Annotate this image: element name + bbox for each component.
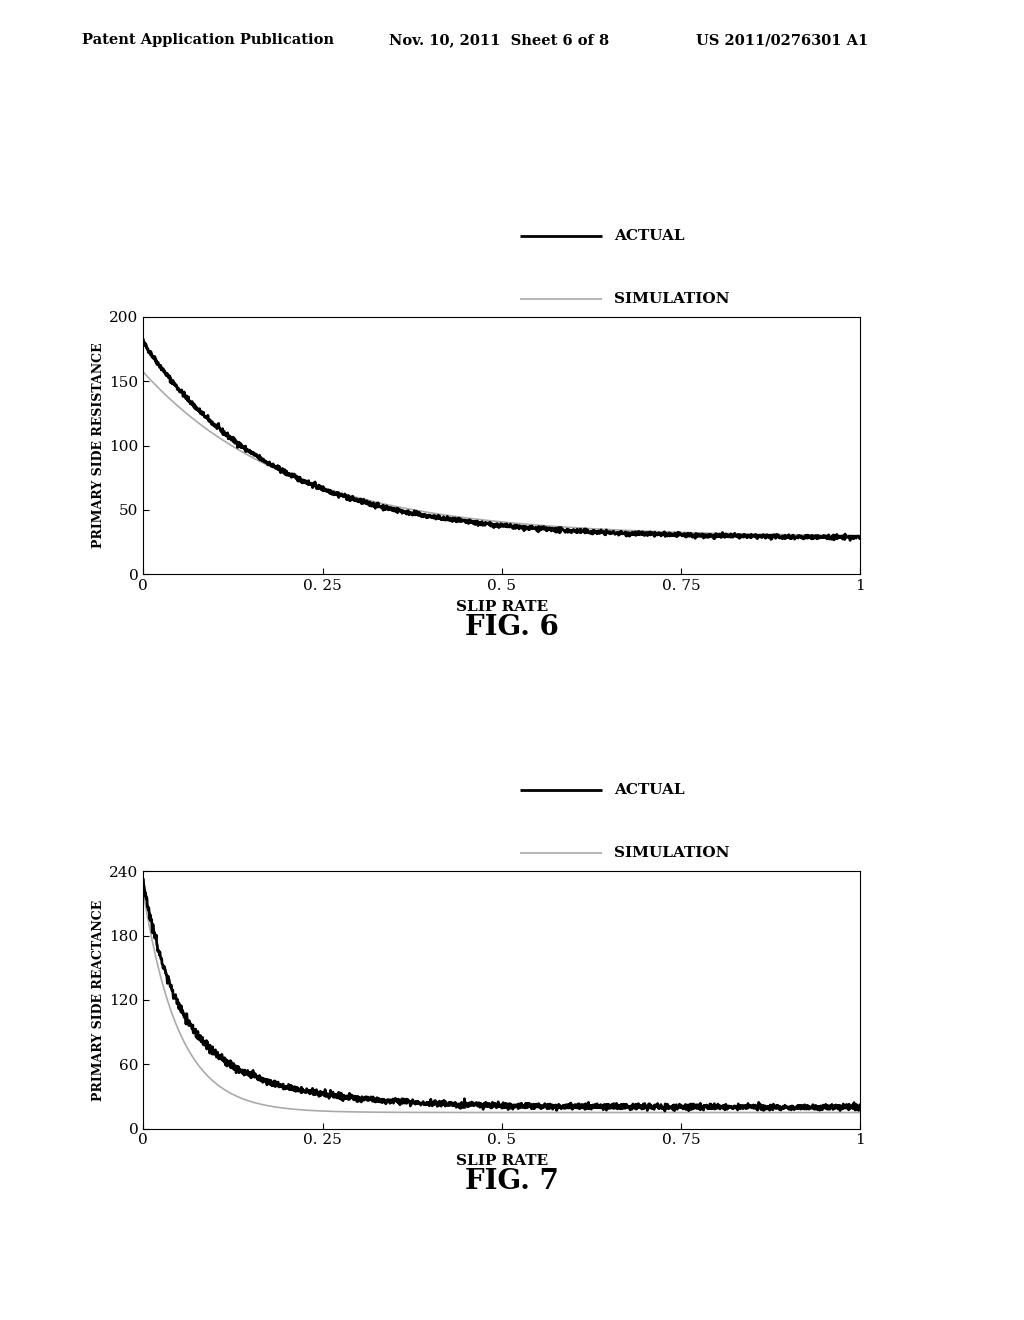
- Text: ACTUAL: ACTUAL: [614, 783, 685, 797]
- Text: FIG. 6: FIG. 6: [465, 614, 559, 640]
- X-axis label: SLIP RATE: SLIP RATE: [456, 601, 548, 614]
- Text: SIMULATION: SIMULATION: [614, 292, 730, 306]
- Y-axis label: PRIMARY SIDE REACTANCE: PRIMARY SIDE REACTANCE: [92, 899, 105, 1101]
- Text: FIG. 7: FIG. 7: [465, 1168, 559, 1195]
- X-axis label: SLIP RATE: SLIP RATE: [456, 1155, 548, 1168]
- Text: US 2011/0276301 A1: US 2011/0276301 A1: [696, 33, 868, 48]
- Text: SIMULATION: SIMULATION: [614, 846, 730, 861]
- Text: ACTUAL: ACTUAL: [614, 228, 685, 243]
- Text: Nov. 10, 2011  Sheet 6 of 8: Nov. 10, 2011 Sheet 6 of 8: [389, 33, 609, 48]
- Text: Patent Application Publication: Patent Application Publication: [82, 33, 334, 48]
- Y-axis label: PRIMARY SIDE RESISTANCE: PRIMARY SIDE RESISTANCE: [92, 343, 105, 548]
